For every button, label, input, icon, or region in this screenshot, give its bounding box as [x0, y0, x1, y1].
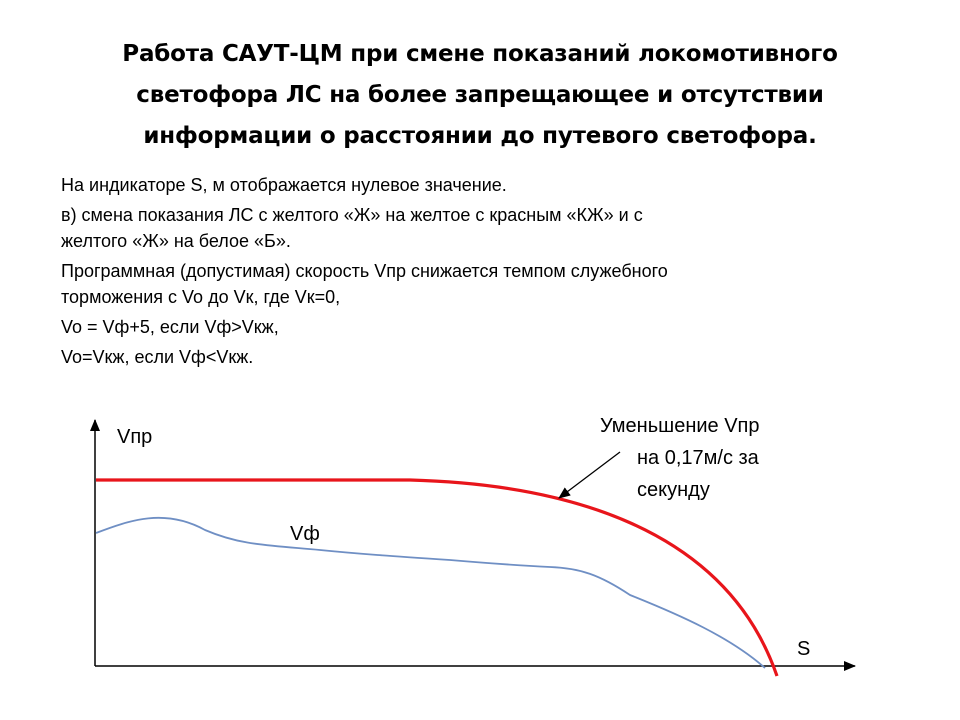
- paragraph-speed-reduction-line-2: торможения с Vo до Vк, где Vк=0,: [61, 287, 341, 307]
- annotation-line-1: Уменьшение Vпр: [600, 415, 760, 437]
- x-axis-label: S: [797, 638, 810, 660]
- annotation-leader-arrow: [558, 451, 621, 499]
- slide-title: Работа САУТ-ЦМ при смене показаний локом…: [60, 34, 900, 157]
- paragraph-indicator: На индикаторе S, м отображается нулевое …: [61, 175, 507, 195]
- paragraph-signal-change: в) смена показания ЛС с желтого «Ж» на ж…: [61, 202, 881, 254]
- vpr-curve: [96, 478, 779, 677]
- annotation-line-2: на 0,17м/с за: [637, 447, 760, 469]
- formula-vo-2: Vo=Vкж, если Vф<Vкж.: [61, 347, 254, 367]
- slide-body: На индикаторе S, м отображается нулевое …: [61, 172, 881, 374]
- y-axis-label: Vпр: [117, 426, 152, 448]
- vf-curve-label: Vф: [290, 523, 320, 545]
- title-line-1: Работа САУТ-ЦМ при смене показаний локом…: [122, 41, 838, 67]
- paragraph-speed-reduction: Программная (допустимая) скорость Vпр сн…: [61, 258, 881, 310]
- paragraph-signal-change-line-1: в) смена показания ЛС с желтого «Ж» на ж…: [61, 205, 643, 225]
- formula-vo-1: Vo = Vф+5, если Vф>Vкж,: [61, 317, 279, 337]
- paragraph-speed-reduction-line-1: Программная (допустимая) скорость Vпр сн…: [61, 261, 668, 281]
- title-line-3: информации о расстоянии до путевого свет…: [143, 123, 817, 149]
- title-line-2: светофора ЛС на более запрещающее и отсу…: [136, 82, 824, 108]
- vf-curve: [95, 517, 766, 669]
- paragraph-signal-change-line-2: желтого «Ж» на белое «Б».: [61, 231, 291, 251]
- annotation-line-3: секунду: [637, 479, 710, 501]
